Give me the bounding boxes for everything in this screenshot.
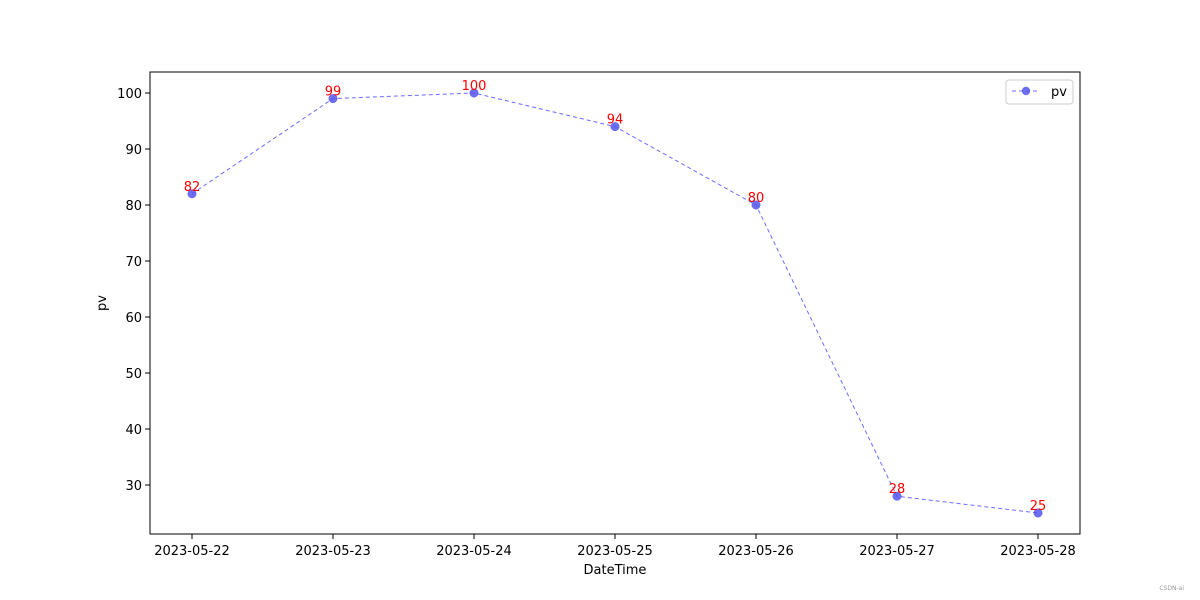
data-point [751,200,761,210]
data-label: 99 [325,85,342,100]
y-axis: 30 40 50 60 70 80 90 100 [117,87,150,494]
data-label: 94 [607,113,624,128]
legend: pv [1005,79,1074,105]
y-axis-label: pv [95,295,110,311]
series-line-pv [191,92,1039,514]
y-tick-label: 60 [125,311,142,326]
data-label: 82 [184,180,201,195]
legend-label: pv [1051,85,1067,100]
data-point [328,94,338,104]
data-point [469,88,479,98]
watermark: CSDN-ai [1159,585,1184,592]
y-tick-label: 40 [125,423,142,438]
data-point [187,189,197,199]
plot-area: 82 99 100 94 80 28 25 [184,79,1047,518]
x-tick-label: 2023-05-24 [436,544,512,559]
data-label: 25 [1030,499,1047,514]
y-tick-label: 30 [125,479,142,494]
y-tick-label: 80 [125,199,142,214]
x-tick-label: 2023-05-25 [577,544,653,559]
y-tick-label: 50 [125,367,142,382]
x-axis-label: DateTime [584,563,647,578]
x-tick-label: 2023-05-23 [295,544,371,559]
axes-frame [149,71,1081,535]
data-label: 80 [748,191,765,206]
data-label: 100 [462,79,487,94]
data-point [892,491,902,501]
x-tick-label: 2023-05-28 [1000,544,1076,559]
x-tick-label: 2023-05-26 [718,544,794,559]
y-tick-label: 70 [125,255,142,270]
legend-marker [1021,86,1031,96]
y-tick-label: 90 [125,143,142,158]
data-point [610,122,620,132]
data-label: 28 [889,482,906,497]
y-tick-label: 100 [117,87,142,102]
x-tick-label: 2023-05-27 [859,544,935,559]
x-axis: 2023-05-22 2023-05-23 2023-05-24 2023-05-25… [154,534,1076,559]
x-tick-label: 2023-05-22 [154,544,230,559]
legend-box [1005,79,1074,105]
data-point [1033,508,1043,518]
